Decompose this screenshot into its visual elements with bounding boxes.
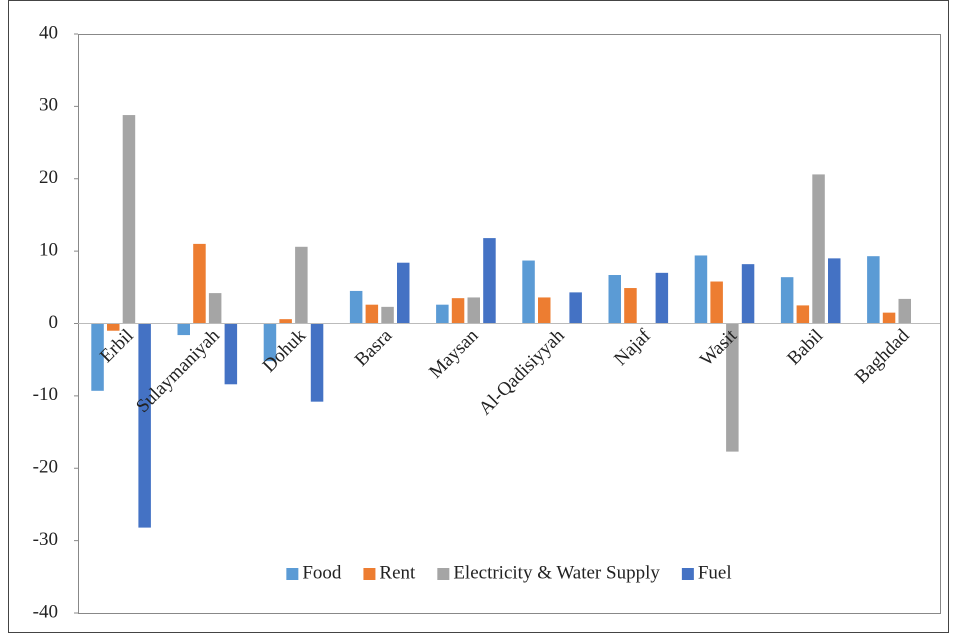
- bar: [624, 288, 637, 324]
- chart-frame: [8, 0, 949, 633]
- y-tick-label: -30: [33, 529, 58, 550]
- y-tick-label: 0: [49, 312, 59, 333]
- y-tick-label: 20: [39, 167, 58, 188]
- bar: [224, 323, 238, 385]
- bar: [177, 323, 190, 336]
- bar: [898, 298, 911, 324]
- bar: [796, 305, 810, 324]
- bar: [365, 304, 379, 324]
- bar: [107, 323, 120, 331]
- bar: [122, 115, 136, 324]
- x-tick-label: Al-Qadisiyyah: [475, 325, 569, 419]
- x-tick-label: Basra: [351, 325, 397, 371]
- bar: [91, 323, 104, 391]
- bar: [882, 312, 896, 324]
- x-tick-label: Baghdad: [851, 325, 914, 388]
- bar: [569, 292, 582, 324]
- legend-swatch: [286, 568, 299, 580]
- bar: [780, 277, 794, 324]
- bar: [467, 297, 480, 324]
- bar: [694, 255, 708, 324]
- bar: [726, 323, 739, 452]
- legend-swatch: [437, 568, 450, 580]
- bar: [655, 272, 669, 324]
- bar: [310, 323, 324, 402]
- bar: [279, 319, 292, 324]
- bar: [208, 293, 222, 324]
- bar: [483, 238, 496, 324]
- y-tick-label: -40: [33, 601, 58, 622]
- bar: [397, 262, 410, 324]
- x-tick-label: Maysan: [425, 325, 483, 383]
- bar: [812, 174, 825, 324]
- bar: [522, 260, 535, 324]
- bar: [193, 243, 206, 324]
- legend-label: Food: [302, 562, 342, 583]
- y-tick-label: 10: [39, 239, 58, 260]
- legend-swatch: [681, 568, 694, 580]
- bar: [867, 256, 880, 324]
- legend-label: Rent: [379, 562, 416, 583]
- bar: [295, 246, 308, 324]
- y-tick-label: -20: [33, 457, 58, 478]
- bar: [436, 304, 449, 324]
- y-tick-label: 40: [39, 22, 58, 43]
- legend-swatch: [363, 568, 376, 580]
- legend-label: Fuel: [698, 562, 732, 583]
- bar: [138, 323, 151, 528]
- legend-label: Electricity & Water Supply: [453, 562, 660, 583]
- x-tick-label: Najaf: [610, 325, 655, 370]
- bar: [741, 264, 755, 324]
- bar: [451, 298, 465, 324]
- bar: [828, 258, 841, 324]
- bar: [710, 281, 723, 324]
- y-tick-label: -10: [33, 384, 58, 405]
- y-tick-label: 30: [39, 95, 58, 116]
- bar: [608, 275, 621, 324]
- bar: [538, 297, 551, 324]
- bar: [349, 290, 363, 324]
- bar: [381, 306, 394, 324]
- bar: [263, 323, 277, 362]
- x-tick-label: Babil: [783, 325, 827, 369]
